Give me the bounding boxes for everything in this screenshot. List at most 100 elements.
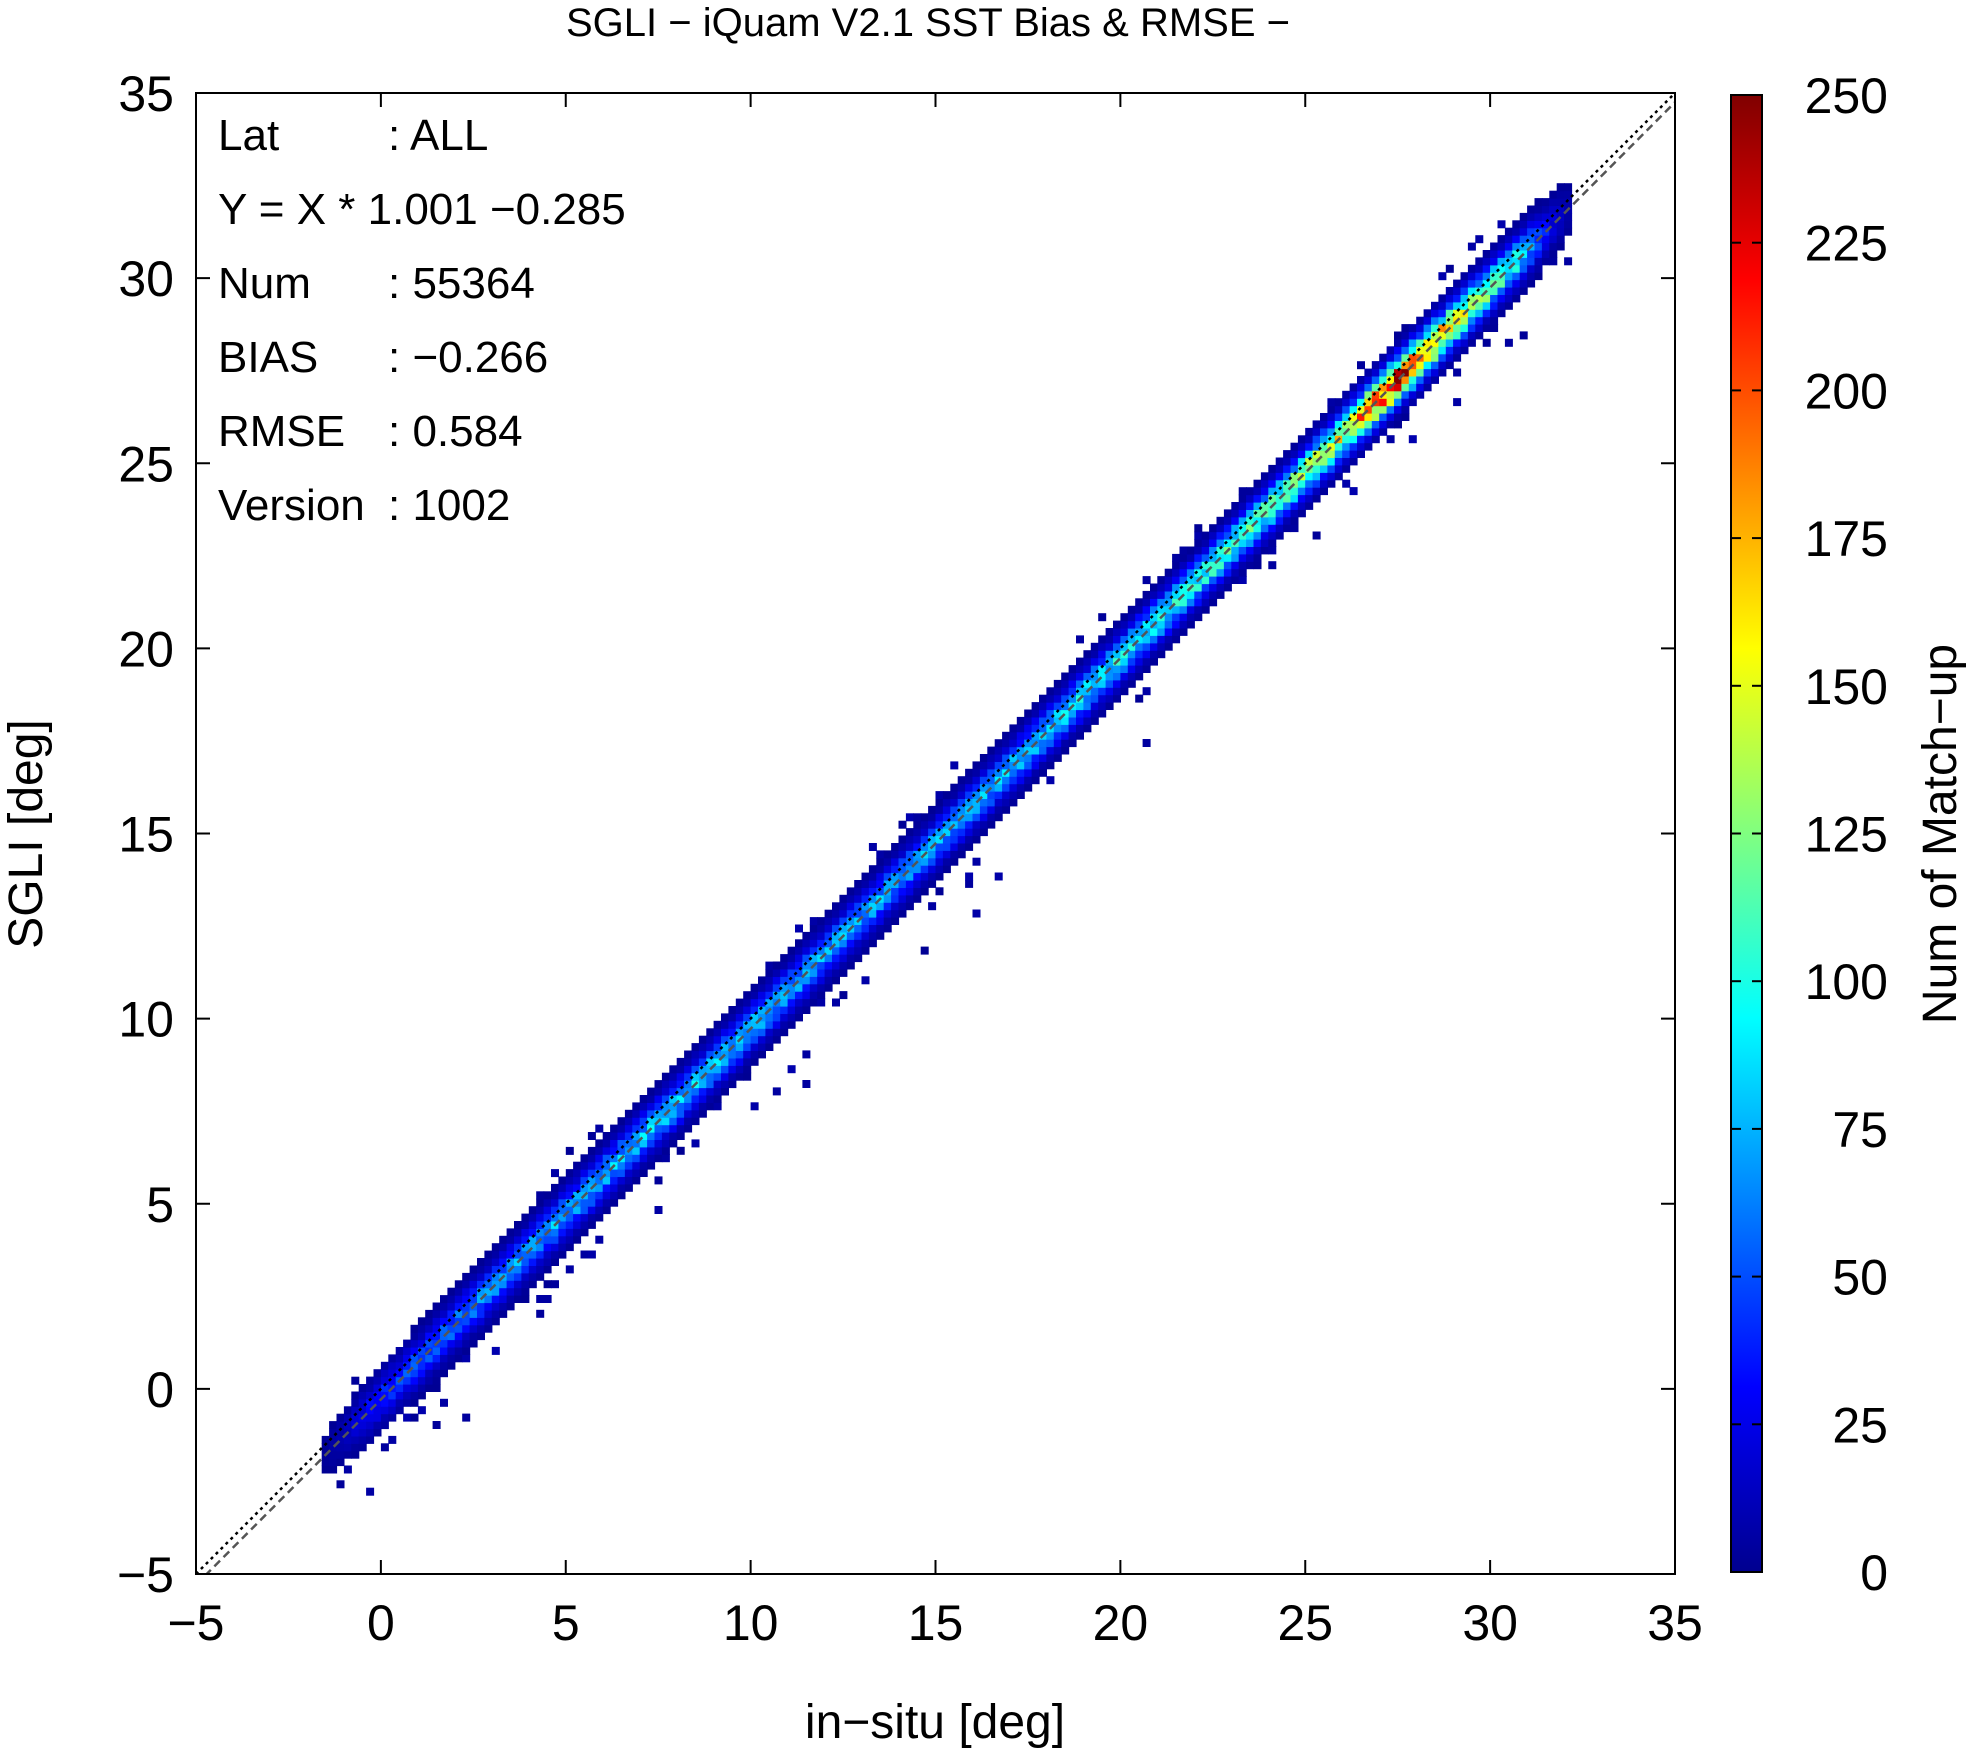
heatmap-cell: [624, 1154, 633, 1163]
heatmap-cell: [565, 1206, 574, 1215]
heatmap-cell: [432, 1369, 441, 1378]
heatmap-cell: [491, 1346, 500, 1355]
heatmap-cell: [965, 835, 974, 844]
heatmap-cell: [565, 1213, 574, 1222]
heatmap-cell: [440, 1354, 448, 1363]
heatmap-cell: [1416, 346, 1425, 355]
heatmap-cell: [1290, 464, 1299, 473]
heatmap-cell: [1246, 553, 1255, 562]
heatmap-cell: [920, 813, 929, 822]
heatmap-cell: [1305, 442, 1314, 451]
heatmap-cell: [610, 1124, 619, 1133]
heatmap-cell: [1113, 694, 1121, 703]
heatmap-cell: [1098, 650, 1107, 659]
heatmap-cell: [1186, 620, 1195, 629]
heatmap-cell: [551, 1235, 559, 1244]
heatmap-cell: [868, 880, 877, 888]
heatmap-cell: [1423, 361, 1432, 370]
heatmap-cell: [698, 1043, 707, 1052]
heatmap-cell: [1364, 376, 1373, 384]
heatmap-cell: [1105, 642, 1114, 651]
heatmap-cell: [1549, 227, 1558, 236]
heatmap-cell: [661, 1087, 670, 1096]
heatmap-cell: [972, 820, 981, 829]
heatmap-cell: [521, 1221, 530, 1229]
heatmap-cell: [647, 1087, 656, 1096]
heatmap-cell: [713, 1080, 722, 1089]
heatmap-cell: [1504, 287, 1513, 295]
heatmap-cell: [928, 805, 937, 814]
heatmap-cell: [1223, 553, 1232, 562]
heatmap-cell: [1401, 338, 1410, 347]
stat-value: : 55364: [388, 259, 535, 308]
heatmap-cell: [854, 931, 863, 940]
heatmap-cell: [528, 1206, 537, 1215]
heatmap-cell: [1541, 235, 1550, 244]
heatmap-cell: [536, 1221, 545, 1229]
heatmap-cell: [972, 828, 981, 837]
heatmap-cell: [824, 917, 833, 926]
heatmap-cell: [676, 1065, 685, 1074]
heatmap-cell: [587, 1220, 596, 1229]
heatmap-cell: [1438, 301, 1447, 310]
heatmap-cell: [1275, 472, 1284, 481]
heatmap-cell: [817, 983, 826, 992]
heatmap-cell: [447, 1361, 456, 1370]
heatmap-cell: [1076, 635, 1084, 644]
heatmap-cell: [1201, 546, 1210, 555]
heatmap-cell: [447, 1317, 456, 1326]
heatmap-cell: [484, 1295, 493, 1304]
heatmap-cell: [1342, 435, 1351, 444]
heatmap-cell: [832, 917, 840, 926]
heatmap-cell: [403, 1376, 412, 1385]
heatmap-cell: [388, 1435, 397, 1444]
heatmap-cell: [1090, 702, 1099, 711]
heatmap-cell: [1046, 687, 1055, 696]
heatmap-cell: [617, 1124, 626, 1133]
heatmap-cell: [1475, 309, 1484, 318]
heatmap-cell: [1253, 531, 1262, 540]
heatmap-cell: [1201, 598, 1210, 607]
heatmap-cell: [528, 1250, 537, 1259]
heatmap-cell: [876, 924, 885, 933]
heatmap-cell: [1305, 501, 1314, 510]
heatmap-cell: [1438, 353, 1447, 362]
heatmap-cell: [565, 1265, 574, 1274]
heatmap-cell: [965, 768, 974, 777]
heatmap-cell: [1364, 427, 1373, 436]
heatmap-cell: [1260, 502, 1269, 510]
heatmap-cell: [1423, 331, 1432, 340]
heatmap-cell: [358, 1406, 367, 1415]
x-tick-label: 20: [1093, 1595, 1149, 1651]
heatmap-cell: [514, 1280, 522, 1289]
heatmap-cell: [684, 1072, 693, 1081]
heatmap-cell: [876, 865, 885, 874]
heatmap-cell: [447, 1324, 456, 1333]
heatmap-cell: [772, 1035, 781, 1044]
heatmap-cell: [543, 1206, 552, 1215]
heatmap-cell: [358, 1391, 367, 1400]
heatmap-cell: [913, 880, 922, 888]
heatmap-cell: [417, 1361, 426, 1370]
heatmap-cell: [595, 1183, 604, 1192]
heatmap-cell: [1564, 198, 1573, 206]
heatmap-cell: [514, 1272, 522, 1281]
heatmap-cell: [883, 894, 892, 903]
heatmap-cell: [950, 805, 959, 814]
heatmap-cell: [1534, 212, 1543, 221]
heatmap-cell: [447, 1332, 456, 1341]
heatmap-cell: [1142, 687, 1151, 696]
heatmap-cell: [1320, 457, 1328, 466]
heatmap-cell: [1135, 665, 1144, 673]
heatmap-cell: [484, 1280, 493, 1289]
heatmap-cell: [1556, 227, 1565, 236]
heatmap-cell: [373, 1413, 382, 1422]
heatmap-cell: [336, 1421, 345, 1430]
heatmap-cell: [462, 1295, 471, 1304]
heatmap-cell: [1061, 702, 1070, 711]
heatmap-cell: [809, 931, 818, 940]
heatmap-cell: [1113, 687, 1121, 696]
heatmap-cell: [1327, 427, 1336, 436]
heatmap-cell: [373, 1428, 382, 1437]
heatmap-cell: [1504, 227, 1513, 236]
